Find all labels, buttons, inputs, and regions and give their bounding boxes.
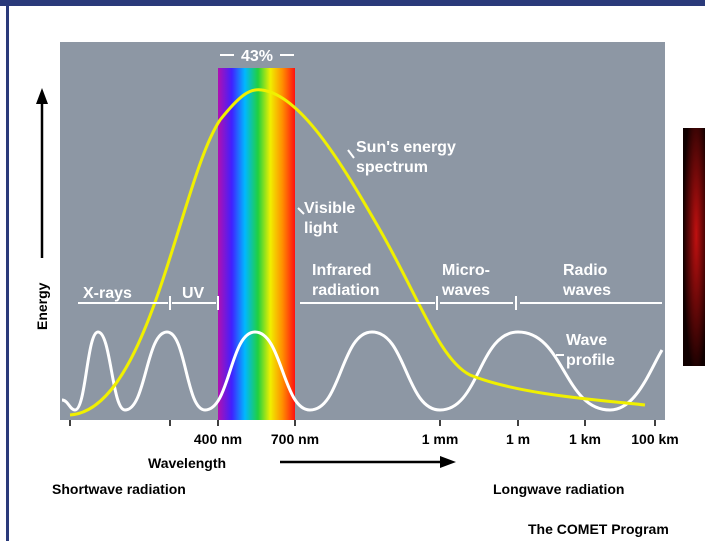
x-tick-label: 1 m bbox=[506, 431, 530, 447]
range-arrows bbox=[78, 149, 662, 356]
x-ticks bbox=[69, 420, 656, 426]
wave-label: profile bbox=[566, 352, 615, 369]
visible-label: light bbox=[304, 220, 338, 237]
visible-band bbox=[218, 68, 295, 420]
x-tick-label: 1 km bbox=[569, 431, 601, 447]
radio-label: waves bbox=[562, 282, 611, 299]
x-tick-label: 100 km bbox=[631, 431, 678, 447]
sun-label: Sun's energy bbox=[356, 139, 456, 156]
energy-label: Energy bbox=[34, 282, 50, 330]
percent-label: 43% bbox=[241, 48, 273, 65]
wavelength-arrowhead bbox=[440, 456, 456, 468]
energy-arrowhead bbox=[36, 88, 48, 104]
micro-label: Micro- bbox=[442, 262, 490, 279]
side-image bbox=[683, 128, 705, 366]
longwave-label: Longwave radiation bbox=[493, 481, 624, 497]
wave-label: Wave bbox=[566, 332, 607, 349]
infrared-label: radiation bbox=[312, 282, 380, 299]
xrays-label: X-rays bbox=[83, 285, 132, 302]
x-tick-label: 400 nm bbox=[194, 431, 242, 447]
frame-left bbox=[6, 6, 9, 541]
x-tick-label: 1 mm bbox=[422, 431, 459, 447]
wave-profile bbox=[61, 330, 664, 412]
credit: The COMET Program bbox=[528, 521, 669, 537]
sun-label: spectrum bbox=[356, 159, 428, 176]
panel bbox=[60, 42, 665, 420]
micro-label: waves bbox=[441, 282, 490, 299]
sun-spectrum bbox=[69, 88, 646, 417]
visible-label: Visible bbox=[304, 200, 355, 217]
uv-label: UV bbox=[182, 285, 205, 302]
frame-top bbox=[0, 0, 705, 6]
wavelength-label: Wavelength bbox=[148, 455, 226, 471]
radio-label: Radio bbox=[563, 262, 608, 279]
shortwave-label: Shortwave radiation bbox=[52, 481, 186, 497]
x-tick-label: 700 nm bbox=[271, 431, 319, 447]
infrared-label: Infrared bbox=[312, 262, 372, 279]
